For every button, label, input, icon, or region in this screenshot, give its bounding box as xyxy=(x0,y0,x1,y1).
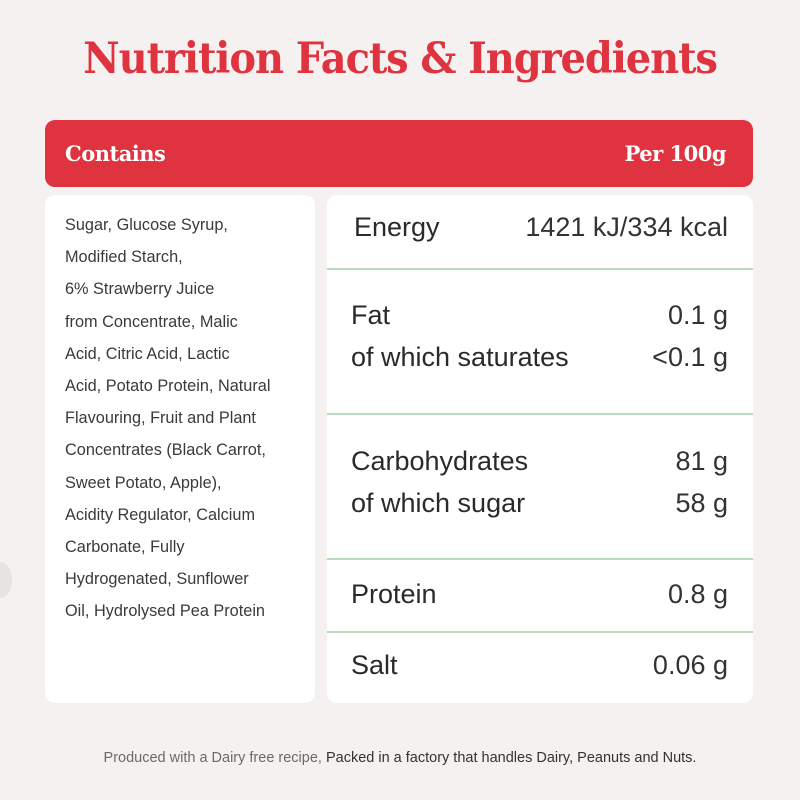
protein-value: 0.8 g xyxy=(667,579,728,609)
table-header-bar: Contains Per 100g xyxy=(45,120,753,187)
nutrition-panel: Energy 1421 kJ/334 kcal Fat 0.1 g of whi… xyxy=(327,195,753,703)
carbohydrates-label: Carbohydrates xyxy=(351,446,529,476)
fat-row: Fat 0.1 g of which saturates <0.1 g xyxy=(327,300,753,373)
saturates-label: of which saturates xyxy=(351,342,569,372)
salt-row: Salt 0.06 g xyxy=(327,650,753,681)
per-100g-header: Per 100g xyxy=(624,141,727,166)
ingredient-line: Acidity Regulator, Calcium xyxy=(65,505,256,524)
fat-label: Fat xyxy=(351,300,391,330)
protein-row: Protein 0.8 g xyxy=(327,579,753,610)
ingredient-line: Hydrogenated, Sunflower xyxy=(65,570,249,589)
energy-value: 1421 kJ/334 kcal xyxy=(525,212,728,242)
sugar-label: of which sugar xyxy=(351,488,526,518)
ingredient-line: from Concentrate, Malic xyxy=(65,312,238,331)
salt-label: Salt xyxy=(351,650,398,680)
side-scroll-tab[interactable] xyxy=(0,562,12,598)
divider xyxy=(327,413,753,415)
contains-header: Contains xyxy=(65,141,166,166)
ingredients-panel: Sugar, Glucose Syrup, Modified Starch, 6… xyxy=(45,195,315,703)
salt-value: 0.06 g xyxy=(652,650,728,680)
allergen-footer: Produced with a Dairy free recipe, Packe… xyxy=(0,750,800,766)
protein-label: Protein xyxy=(351,579,437,609)
ingredient-line: Oil, Hydrolysed Pea Protein xyxy=(65,602,265,621)
divider xyxy=(327,558,753,560)
sugar-value: 58 g xyxy=(675,488,728,518)
ingredient-line: Carbonate, Fully xyxy=(65,538,185,557)
page-title: Nutrition Facts & Ingredients xyxy=(83,34,718,84)
ingredient-line: Acid, Potato Protein, Natural xyxy=(65,377,271,396)
energy-label: Energy xyxy=(354,212,440,242)
ingredient-line: Modified Starch, xyxy=(65,248,183,267)
ingredient-line: Acid, Citric Acid, Lactic xyxy=(65,344,230,363)
divider xyxy=(327,631,753,633)
energy-row: Energy 1421 kJ/334 kcal xyxy=(327,212,753,243)
ingredient-line: Flavouring, Fruit and Plant xyxy=(65,409,256,428)
carbohydrates-row: Carbohydrates 81 g of which sugar 58 g xyxy=(327,446,753,519)
ingredient-line: 6% Strawberry Juice xyxy=(65,280,215,299)
carbohydrates-value: 81 g xyxy=(675,446,728,476)
ingredient-line: Sugar, Glucose Syrup, xyxy=(65,216,228,234)
dairy-free-note: Produced with a Dairy free recipe, xyxy=(103,750,326,766)
fat-value: 0.1 g xyxy=(667,300,728,330)
divider xyxy=(327,268,753,270)
factory-allergen-note: Packed in a factory that handles Dairy, … xyxy=(325,750,697,766)
ingredient-line: Concentrates (Black Carrot, xyxy=(65,441,266,460)
ingredient-line: Sweet Potato, Apple), xyxy=(65,473,222,492)
saturates-value: <0.1 g xyxy=(652,342,728,372)
